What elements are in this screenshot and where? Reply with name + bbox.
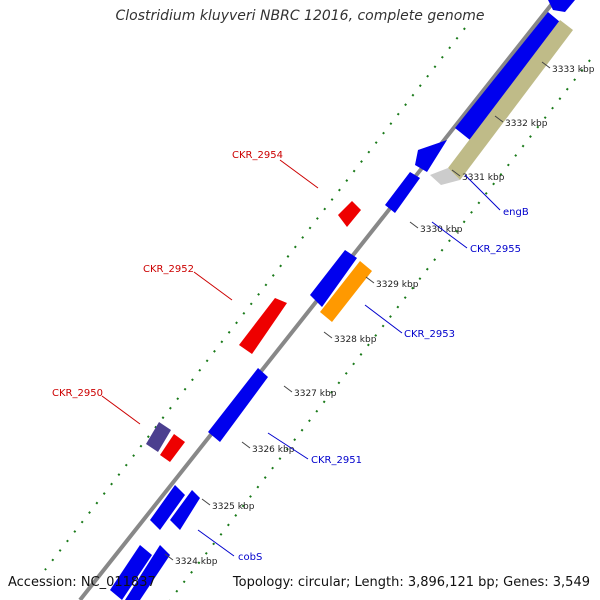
feature-low-blue-2[interactable] — [110, 545, 152, 600]
tick-label: 3328 kbp — [334, 335, 377, 345]
gene-label-leader — [267, 432, 309, 460]
tick-label: 3330 kbp — [420, 225, 463, 235]
feature-cds-purple[interactable] — [146, 422, 171, 452]
tick-label: 3333 kbp — [552, 65, 595, 75]
tick-label: 3331 kbp — [462, 173, 505, 183]
gene-label-engb[interactable]: engB — [503, 207, 529, 218]
feature-top-blue[interactable] — [548, 0, 575, 12]
gene-label-leader — [431, 221, 468, 249]
gene-label-ckr_2954[interactable]: CKR_2954 — [232, 150, 283, 161]
gene-label-leader — [197, 529, 235, 557]
feature-blue-2951[interactable] — [208, 368, 268, 442]
inner-dotted-track — [169, 59, 591, 600]
feature-cds-2952[interactable] — [239, 298, 287, 354]
tick-mark — [365, 276, 375, 284]
outer-dotted-track — [44, 27, 466, 571]
tick-label: 3326 kbp — [252, 445, 295, 455]
minus-strand-features — [125, 20, 573, 600]
tick-label: 3329 kbp — [376, 280, 419, 290]
tick-label: 3325 kbp — [212, 502, 255, 512]
feature-cds-2954[interactable] — [338, 201, 361, 227]
tick-mark — [241, 441, 251, 449]
feature-top-blue-2[interactable] — [455, 12, 560, 140]
gene-label-ckr_2952[interactable]: CKR_2952 — [143, 264, 194, 275]
gene-labels: CKR_2954 CKR_2952 CKR_2950 engB CKR_2955 CKR_… — [52, 150, 529, 563]
position-ticks: 3324 kbp 3325 kbp 3326 kbp 3327 kbp 3328 kbp… — [164, 61, 595, 567]
map-title: Clostridium kluyveri NBRC 12016, complet… — [115, 8, 485, 24]
feature-blue-2955b[interactable] — [385, 172, 420, 213]
feature-olive[interactable] — [448, 20, 573, 180]
gene-label-cobs[interactable]: cobS — [238, 552, 262, 563]
feature-orange-2953[interactable] — [320, 261, 372, 322]
topology-label: Topology: circular; Length: 3,896,121 bp… — [232, 575, 590, 590]
tick-mark — [541, 61, 551, 69]
tick-mark — [201, 498, 211, 506]
feature-gray-engb[interactable] — [430, 168, 460, 185]
gene-label-leader — [464, 174, 501, 211]
feature-cds-2950[interactable] — [160, 434, 185, 462]
accession-label: Accession: NC_011837 — [8, 575, 156, 590]
gene-label-ckr_2951[interactable]: CKR_2951 — [311, 455, 362, 466]
feature-blue-2953[interactable] — [310, 250, 357, 307]
feature-low-blue-1[interactable] — [150, 485, 185, 530]
gene-label-leader — [193, 271, 233, 301]
feature-blue-2955[interactable] — [415, 140, 447, 172]
gene-label-leader — [279, 159, 319, 189]
tick-mark — [283, 385, 293, 393]
feature-blue-cobs-2[interactable] — [125, 545, 170, 600]
gene-label-leader — [364, 304, 403, 334]
plus-strand-features — [110, 0, 575, 600]
tick-label: 3327 kbp — [294, 389, 337, 399]
gene-label-ckr_2955[interactable]: CKR_2955 — [470, 244, 521, 255]
tick-mark — [409, 221, 419, 229]
gene-label-ckr_2953[interactable]: CKR_2953 — [404, 329, 455, 340]
gene-label-leader — [101, 395, 141, 425]
feature-blue-cobs[interactable] — [170, 490, 200, 530]
tick-label: 3324 kbp — [175, 557, 218, 567]
tick-mark — [323, 331, 333, 339]
tick-label: 3332 kbp — [505, 119, 548, 129]
tick-mark — [494, 115, 504, 123]
tick-mark — [451, 169, 461, 177]
gene-label-ckr_2950[interactable]: CKR_2950 — [52, 388, 103, 399]
tick-mark — [164, 553, 174, 561]
